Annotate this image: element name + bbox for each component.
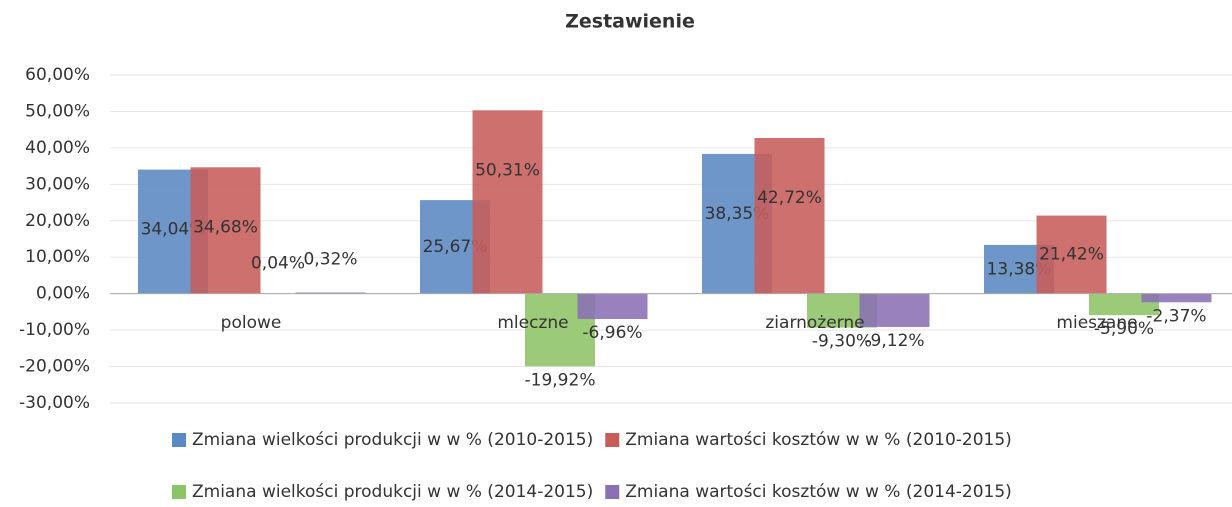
data-label: 25,67% xyxy=(423,237,488,257)
bar xyxy=(859,293,930,327)
x-tick-label: mleczne xyxy=(497,313,568,333)
bar xyxy=(190,167,261,294)
y-tick-label: 60,00% xyxy=(25,65,90,85)
bar xyxy=(1036,215,1107,294)
x-tick-label: mieszane xyxy=(1056,313,1137,333)
y-tick-label: 10,00% xyxy=(25,247,90,267)
data-label: 34,04% xyxy=(141,220,206,240)
legend-label: Zmiana wartości kosztów w w % (2014-2015… xyxy=(625,482,1012,502)
data-label: 21,42% xyxy=(1039,245,1104,265)
y-tick-label: 40,00% xyxy=(25,138,90,158)
y-tick-label: 20,00% xyxy=(25,211,90,231)
bar xyxy=(577,293,648,320)
legend-swatch xyxy=(605,485,620,499)
bar xyxy=(1141,293,1212,303)
bar xyxy=(472,110,543,294)
data-label: 0,04% xyxy=(251,254,305,274)
legend-swatch xyxy=(172,433,186,447)
data-label: 34,68% xyxy=(193,217,258,237)
data-label: -6,96% xyxy=(582,323,642,343)
data-label: -5,90% xyxy=(1094,319,1154,339)
y-tick-label: -30,00% xyxy=(19,393,90,413)
y-tick-label: 0,00% xyxy=(36,284,90,304)
data-label: 42,72% xyxy=(757,188,822,208)
bar xyxy=(295,292,366,294)
legend-label: Zmiana wartości kosztów w w % (2010-2015… xyxy=(625,430,1012,450)
data-label: -2,37% xyxy=(1146,306,1206,326)
x-tick-label: polowe xyxy=(221,313,282,333)
data-label: 38,35% xyxy=(705,204,770,224)
legend-swatch xyxy=(605,433,620,447)
data-label: 50,31% xyxy=(475,160,540,180)
y-tick-label: -20,00% xyxy=(19,357,90,377)
legend-label: Zmiana wielkości produkcji w w % (2010-2… xyxy=(192,430,593,450)
y-tick-label: 30,00% xyxy=(25,174,90,194)
y-tick-label: 50,00% xyxy=(25,101,90,121)
bar xyxy=(754,137,825,294)
data-label: 13,38% xyxy=(987,259,1052,279)
legend-label: Zmiana wielkości produkcji w w % (2014-2… xyxy=(192,482,593,502)
legend-swatch xyxy=(172,485,186,499)
data-label: -9,30% xyxy=(812,332,872,352)
x-tick-label: ziarnożerne xyxy=(765,313,864,333)
data-label: -19,92% xyxy=(525,370,596,390)
data-label: -9,12% xyxy=(864,331,924,351)
y-tick-label: -10,00% xyxy=(19,320,90,340)
data-label: 0,32% xyxy=(303,250,357,270)
chart-title: Zestawienie xyxy=(565,11,695,33)
